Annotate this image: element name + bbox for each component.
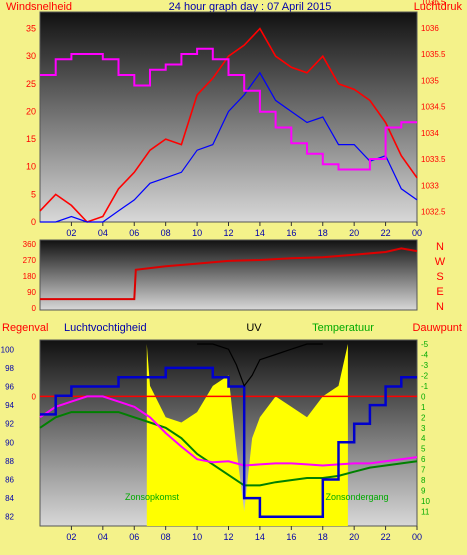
pressure-y-tick-label: 1034.5: [421, 103, 446, 112]
climate-x-tick-label: 08: [161, 532, 171, 542]
humidity-y-tick-label: 100: [1, 345, 15, 354]
wind-x-tick-label: 18: [318, 228, 328, 238]
temperature-y-tick-label: 8: [421, 476, 426, 485]
temperature-y-tick-label: -3: [421, 361, 429, 370]
compass-label: E: [436, 286, 443, 298]
pressure-y-tick-label: 1033.5: [421, 155, 446, 164]
wind-x-tick-label: 04: [98, 228, 108, 238]
temperature-y-tick-label: 2: [421, 413, 426, 422]
rain-label: Regenval: [2, 322, 48, 334]
direction-y-tick-label: 0: [32, 304, 37, 313]
uv-line: [197, 343, 323, 388]
humidity-y-tick-label: 82: [5, 513, 14, 522]
solar-radiation-area: [146, 344, 348, 526]
pressure-y-tick-label: 1035.5: [421, 50, 446, 59]
wind-x-tick-label: 22: [381, 228, 391, 238]
rain-y-tick-label: 0: [32, 392, 37, 401]
temperature-y-tick-label: -4: [421, 350, 429, 359]
climate-x-tick-label: 00: [412, 532, 422, 542]
temperature-y-tick-label: -1: [421, 382, 429, 391]
pressure-y-tick-label: 1036.5: [421, 0, 446, 7]
climate-x-tick-label: 18: [318, 532, 328, 542]
temperature-y-tick-label: 11: [421, 508, 430, 517]
wind-y-tick-label: 5: [31, 189, 36, 199]
temperature-y-tick-label: -2: [421, 371, 429, 380]
wind-x-tick-label: 06: [129, 228, 139, 238]
humidity-label: Luchtvochtigheid: [64, 322, 147, 334]
wind-y-tick-label: 20: [26, 106, 36, 116]
pressure-y-tick-label: 1035: [421, 76, 439, 85]
pressure-axis-title: Luchtdruk: [414, 1, 463, 13]
humidity-y-tick-label: 96: [5, 383, 14, 392]
humidity-y-tick-label: 84: [5, 494, 14, 503]
compass-label: W: [435, 256, 446, 268]
humidity-y-tick-label: 92: [5, 420, 14, 429]
temperature-y-tick-label: 3: [421, 424, 426, 433]
temperature-y-tick-label: 4: [421, 434, 426, 443]
wind-x-tick-label: 02: [66, 228, 76, 238]
temperature-y-tick-label: 0: [421, 392, 426, 401]
compass-label: S: [436, 271, 443, 283]
wind-y-tick-label: 30: [26, 51, 36, 61]
climate-x-tick-label: 16: [286, 532, 296, 542]
pressure-y-tick-label: 1033: [421, 181, 439, 190]
temperature-y-tick-label: 7: [421, 466, 426, 475]
climate-x-tick-label: 06: [129, 532, 139, 542]
pressure-y-tick-label: 1036: [421, 24, 439, 33]
humidity-y-tick-label: 94: [5, 401, 14, 410]
wind-y-tick-label: 10: [26, 162, 36, 172]
wind-y-tick-label: 35: [26, 24, 36, 34]
humidity-y-tick-label: 90: [5, 438, 14, 447]
wind-gust-line: [39, 27, 418, 223]
sunset-label: Zonsondergang: [325, 492, 388, 502]
sunrise-label: Zonsopkomst: [125, 492, 180, 502]
humidity-y-tick-label: 86: [5, 476, 14, 485]
temperature-y-tick-label: -5: [421, 340, 429, 349]
pressure-y-tick-label: 1034: [421, 129, 439, 138]
chart-title: 24 hour graph day : 07 April 2015: [169, 1, 332, 13]
wind-x-tick-label: 08: [161, 228, 171, 238]
temperature-y-tick-label: 10: [421, 497, 430, 506]
wind-x-tick-label: 00: [412, 228, 422, 238]
wind-x-tick-label: 10: [192, 228, 202, 238]
temperature-y-tick-label: 9: [421, 487, 426, 496]
wind-direction-line: [40, 247, 418, 301]
climate-x-tick-label: 14: [255, 532, 265, 542]
climate-x-tick-label: 20: [349, 532, 359, 542]
wind-y-tick-label: 25: [26, 79, 36, 89]
climate-x-tick-label: 04: [98, 532, 108, 542]
humidity-y-tick-label: 88: [5, 457, 14, 466]
humidity-y-tick-label: 98: [5, 364, 14, 373]
temperature-y-tick-label: 1: [421, 403, 426, 412]
climate-x-tick-label: 22: [381, 532, 391, 542]
compass-label: N: [436, 301, 444, 313]
wind-x-tick-label: 12: [223, 228, 233, 238]
uv-label: UV: [246, 322, 262, 334]
direction-y-tick-label: 360: [23, 240, 37, 249]
direction-y-tick-label: 180: [23, 272, 37, 281]
temperature-line: [39, 411, 418, 487]
wind-axis-title: Windsnelheid: [6, 1, 72, 13]
temperature-label: Temperatuur: [312, 322, 374, 334]
compass-label: N: [436, 241, 444, 253]
wind-plot-area: [39, 11, 418, 223]
temperature-y-tick-label: 6: [421, 455, 426, 464]
climate-x-tick-label: 02: [66, 532, 76, 542]
dewpoint-line: [39, 395, 418, 467]
wind-x-tick-label: 20: [349, 228, 359, 238]
dewpoint-label: Dauwpunt: [412, 322, 462, 334]
pressure-y-tick-label: 1032.5: [421, 208, 446, 217]
temperature-y-tick-label: 5: [421, 445, 426, 454]
wind-x-tick-label: 14: [255, 228, 265, 238]
wind-y-tick-label: 15: [26, 134, 36, 144]
direction-y-tick-label: 270: [23, 256, 37, 265]
climate-x-tick-label: 12: [223, 532, 233, 542]
climate-x-tick-label: 10: [192, 532, 202, 542]
pressure-line: [40, 47, 417, 171]
wind-speed-line: [40, 71, 418, 223]
wind-x-tick-label: 16: [286, 228, 296, 238]
direction-y-tick-label: 90: [27, 288, 36, 297]
wind-y-tick-label: 0: [31, 217, 36, 227]
